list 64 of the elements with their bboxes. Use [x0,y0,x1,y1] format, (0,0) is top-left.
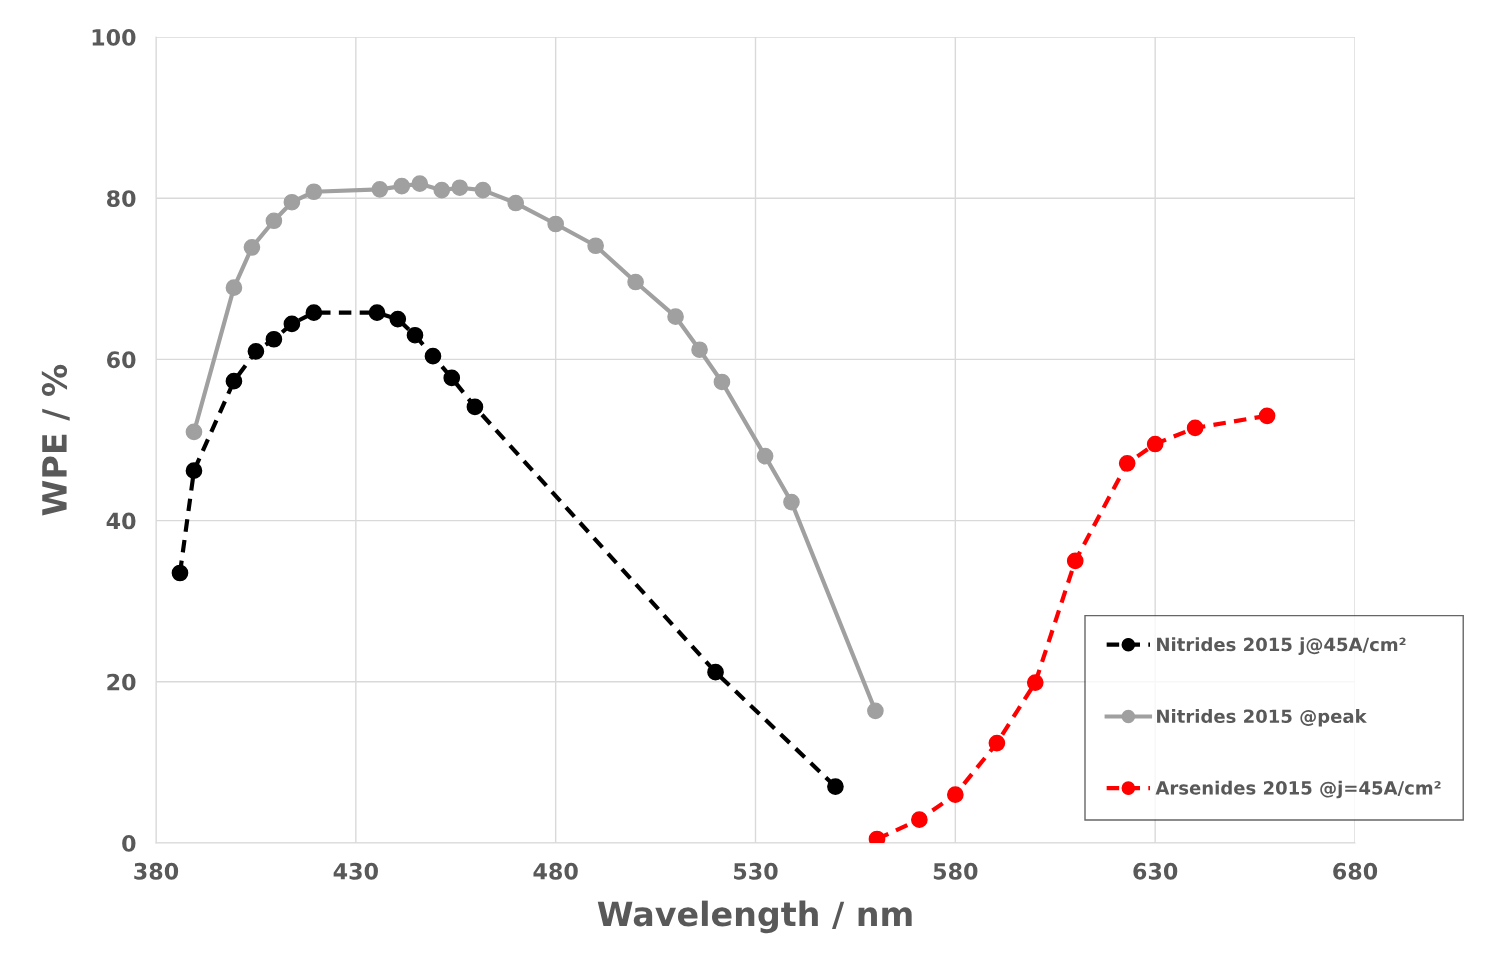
point [466,398,484,416]
x-tick-label: 430 [333,862,378,880]
point [406,326,424,344]
x-tick-label: 580 [933,862,978,880]
point [1066,552,1084,570]
x-axis-title: Wavelength / nm [597,900,912,934]
legend-label: Arsenides 2015 @j=45A/cm² [1155,780,1441,799]
point [547,215,565,233]
point [185,462,203,479]
point [1258,407,1276,425]
point [451,179,469,197]
point [443,369,461,387]
point [783,493,800,511]
point [393,177,411,195]
point [225,372,243,390]
point [627,273,644,291]
y-axis-title: WPE / % [41,364,70,516]
point [424,347,442,365]
point [827,778,844,795]
y-tick-label: 0 [122,834,136,852]
x-tick-label: 530 [734,862,778,880]
point [389,310,407,328]
x-tick-label: 380 [134,862,179,880]
point [371,180,389,198]
point [474,181,492,199]
point [305,183,323,201]
x-tick-label: 680 [1333,862,1378,880]
point [185,423,203,441]
point [368,304,386,321]
point [911,811,928,828]
point [1186,419,1204,437]
y-tick-label: 40 [106,512,136,530]
point [756,447,774,465]
point [1026,674,1044,691]
point [587,237,604,255]
y-tick-label: 60 [107,351,136,369]
point [707,663,724,681]
point [988,734,1006,752]
x-tick-label: 630 [1133,862,1178,880]
point [691,341,708,359]
legend-label: Nitrides 2015 j@45A/cm² [1157,637,1406,655]
point [283,193,301,211]
point [225,279,243,297]
point [305,304,323,321]
x-tick-label: 480 [533,862,578,880]
y-tick-label: 20 [107,673,136,691]
point [713,373,731,391]
point [265,330,283,348]
point [283,315,301,333]
y-tick-label: 80 [106,190,136,207]
point [1146,435,1164,453]
point [247,343,265,360]
point [411,175,429,193]
legend-label: Nitrides 2015 @peak [1157,709,1367,727]
point [243,239,261,256]
point [171,564,189,582]
y-tick-label: 100 [92,28,136,46]
point [946,786,964,803]
point [507,194,525,212]
point [433,181,451,199]
point [1118,455,1136,472]
point [867,702,884,720]
point [667,308,684,326]
point [265,212,283,230]
